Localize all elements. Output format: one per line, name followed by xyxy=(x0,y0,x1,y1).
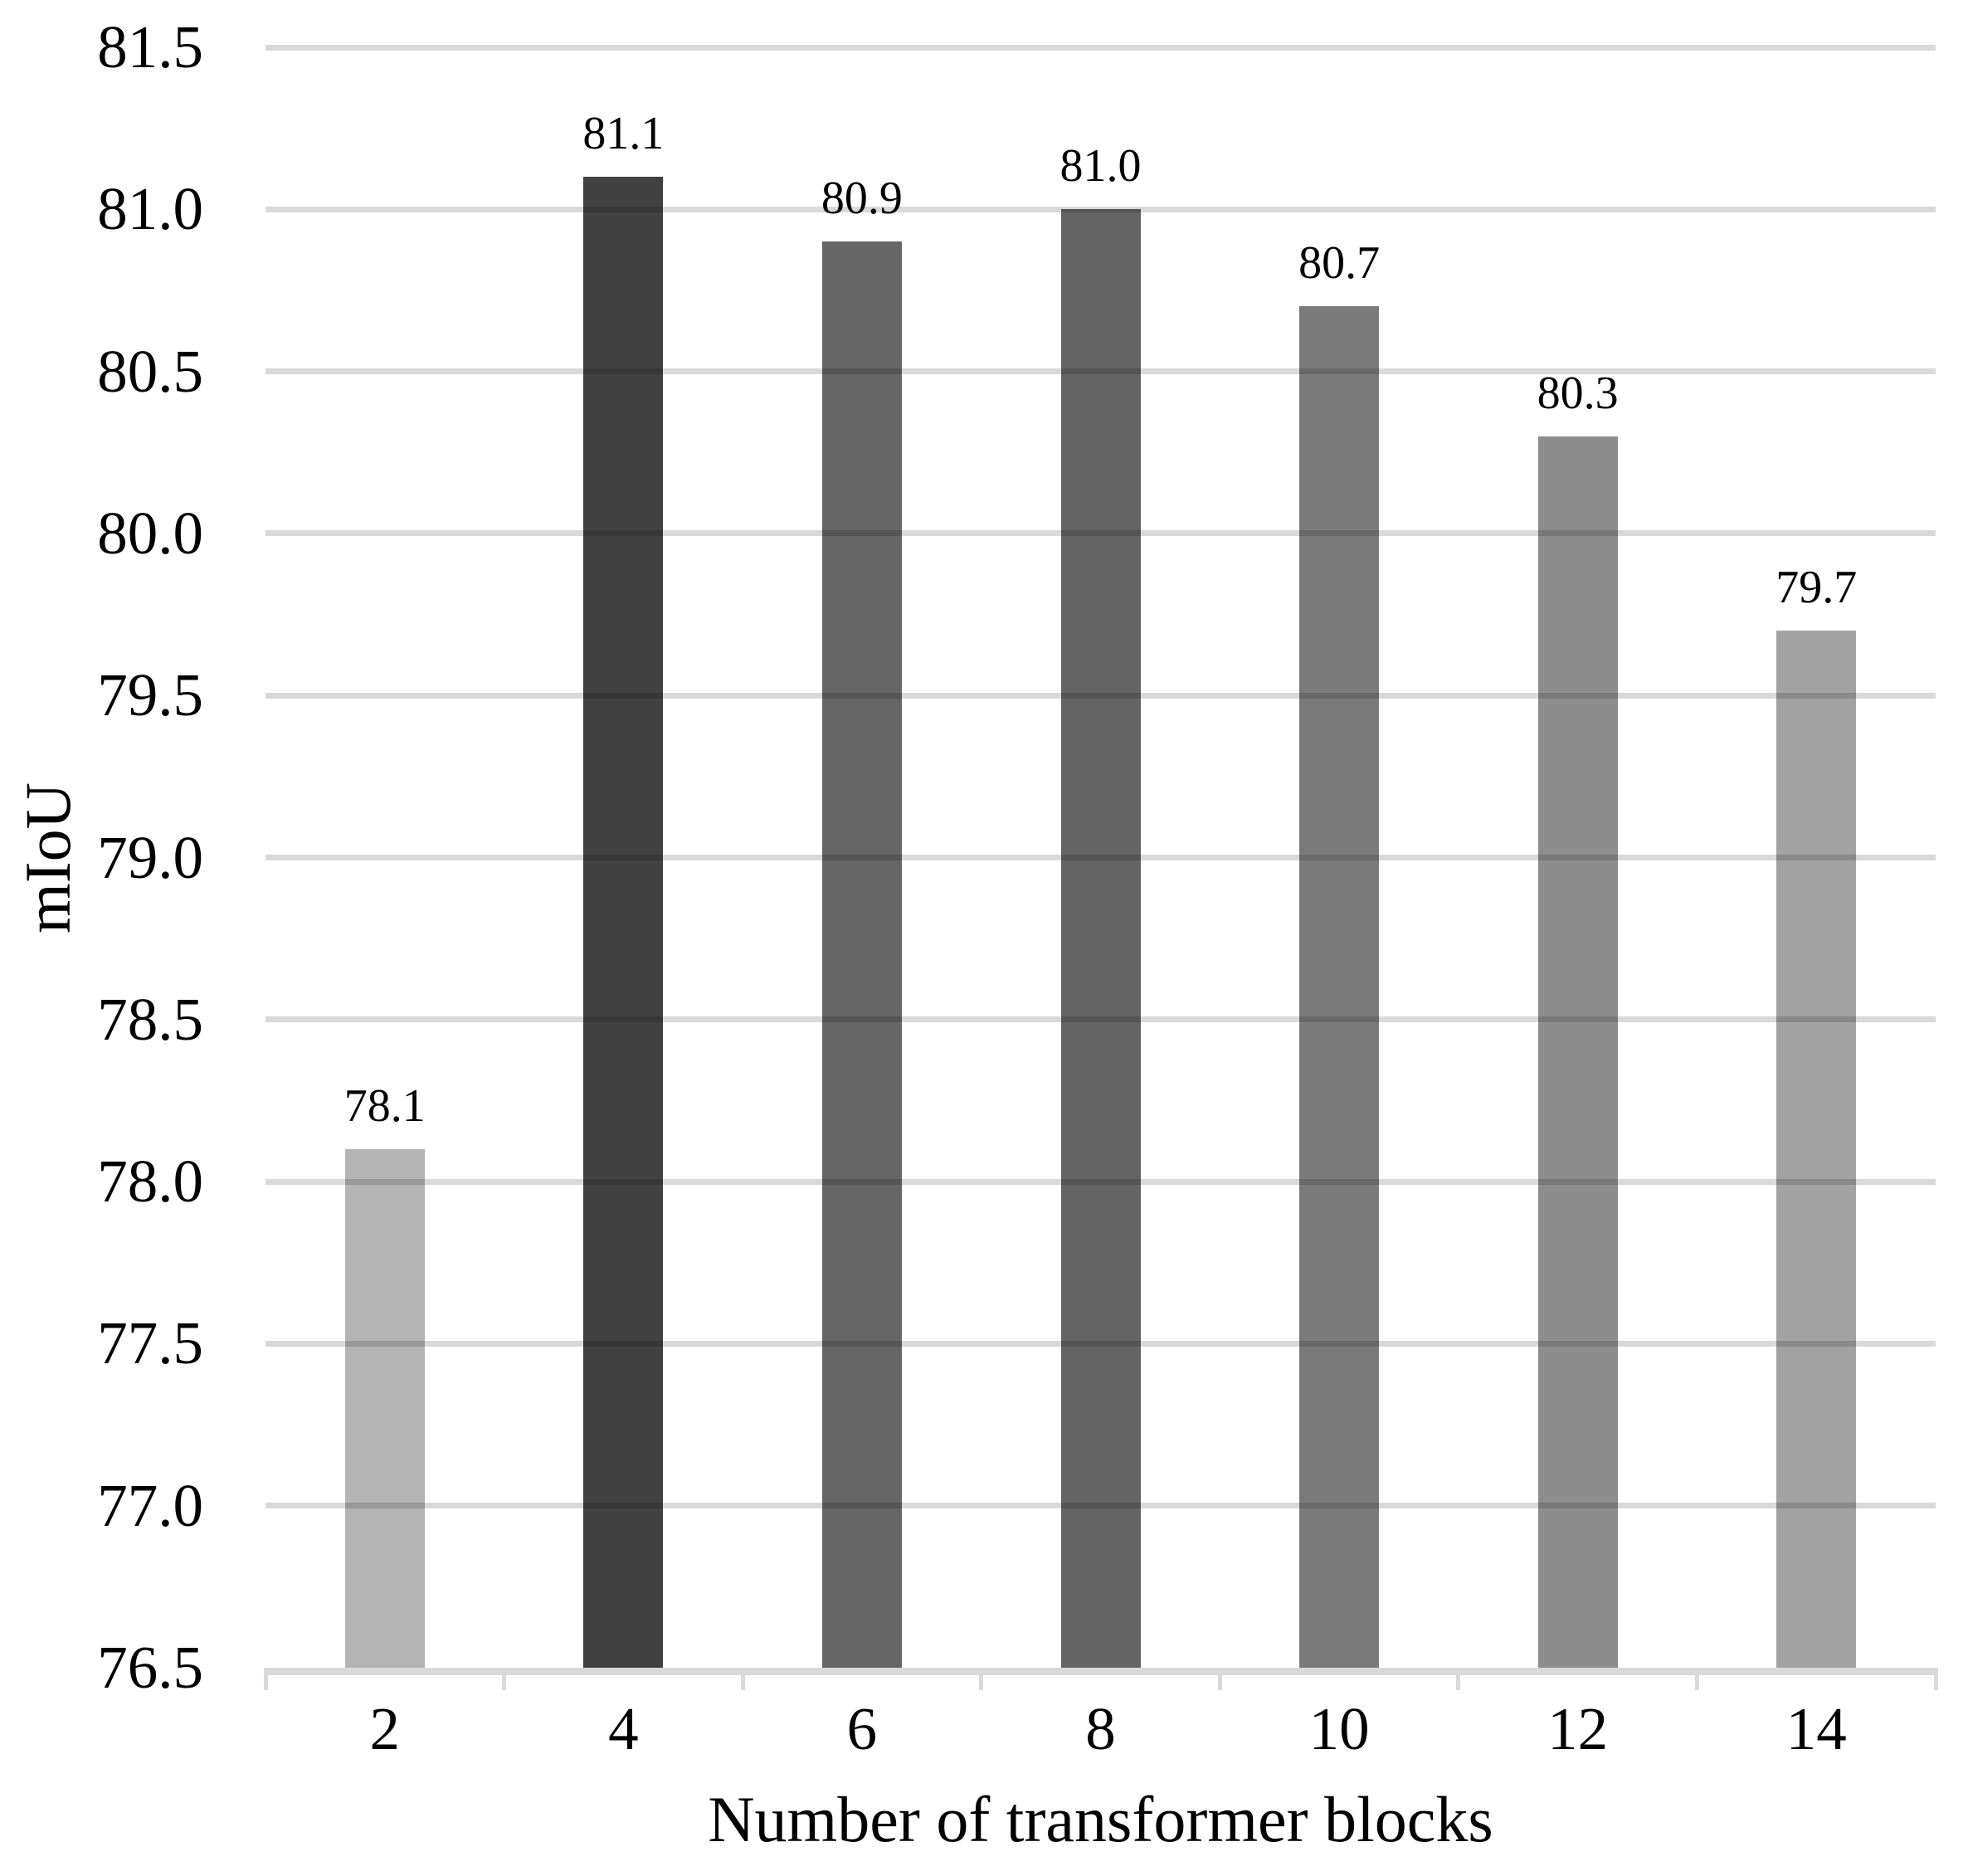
bar-value-label: 79.7 xyxy=(1775,562,1858,614)
bar xyxy=(1299,306,1380,1668)
x-tick-label: 2 xyxy=(369,1695,401,1762)
bar xyxy=(1060,209,1141,1668)
gridline xyxy=(265,1178,1936,1185)
x-axis-line xyxy=(265,1668,1938,1675)
x-axis-tick-mark xyxy=(263,1668,268,1690)
bar xyxy=(1776,631,1857,1668)
gridline xyxy=(265,692,1936,699)
bar xyxy=(344,1149,425,1668)
x-axis-tick-mark xyxy=(740,1668,745,1690)
x-axis-tick-mark xyxy=(979,1668,984,1690)
gridline xyxy=(265,368,1936,375)
y-tick-label: 78.0 xyxy=(97,1148,203,1216)
gridline xyxy=(265,855,1936,860)
x-tick-label: 10 xyxy=(1308,1695,1370,1762)
bar xyxy=(583,177,664,1668)
bar-value-label: 81.1 xyxy=(582,108,665,160)
y-tick-label: 80.5 xyxy=(97,337,203,405)
bar xyxy=(821,241,902,1668)
x-axis-tick-mark xyxy=(1694,1668,1699,1690)
x-tick-label: 8 xyxy=(1085,1695,1116,1762)
x-axis-tick-labels: 2 4 6 8 10 12 14 xyxy=(265,1694,1936,1773)
y-axis-tick-labels: 81.5 81.0 80.5 80.0 79.5 79.0 78.5 78.0 77.5 77.0… xyxy=(41,13,203,1701)
y-tick-label: 76.5 xyxy=(97,1634,203,1701)
y-tick-label: 79.5 xyxy=(97,661,203,729)
gridline xyxy=(265,206,1936,212)
x-axis-title: Number of transformer blocks xyxy=(708,1783,1493,1855)
x-axis-tick-mark xyxy=(1217,1668,1222,1690)
bar xyxy=(1537,436,1618,1668)
bar-value-label: 80.7 xyxy=(1298,237,1381,290)
y-tick-label: 78.5 xyxy=(97,985,203,1053)
gridline xyxy=(265,1503,1936,1509)
y-tick-label: 81.5 xyxy=(97,13,203,80)
x-tick-label: 12 xyxy=(1547,1695,1609,1762)
y-tick-label: 77.5 xyxy=(97,1309,203,1377)
y-tick-label: 79.0 xyxy=(97,823,203,891)
gridline xyxy=(265,1340,1936,1347)
gridline xyxy=(265,530,1936,537)
gridline xyxy=(265,1016,1936,1023)
x-axis-tick-mark xyxy=(1933,1668,1938,1690)
y-tick-label: 80.0 xyxy=(97,499,203,567)
x-axis-tick-mark xyxy=(502,1668,507,1690)
bar-value-label: 78.1 xyxy=(343,1080,426,1133)
x-tick-label: 6 xyxy=(846,1695,878,1762)
plot-area: 78.1 81.1 80.9 81.0 80.7 80.3 79.7 xyxy=(265,44,1936,1668)
y-tick-label: 81.0 xyxy=(97,175,203,243)
y-tick-label: 77.0 xyxy=(97,1471,203,1539)
bar-value-label: 80.3 xyxy=(1537,367,1619,419)
x-tick-label: 4 xyxy=(608,1695,639,1762)
x-axis-tick-mark xyxy=(1456,1668,1461,1690)
gridline xyxy=(265,44,1936,51)
bar-value-label: 80.9 xyxy=(821,173,903,225)
x-tick-label: 14 xyxy=(1785,1695,1847,1762)
bar-value-label: 81.0 xyxy=(1059,140,1142,192)
